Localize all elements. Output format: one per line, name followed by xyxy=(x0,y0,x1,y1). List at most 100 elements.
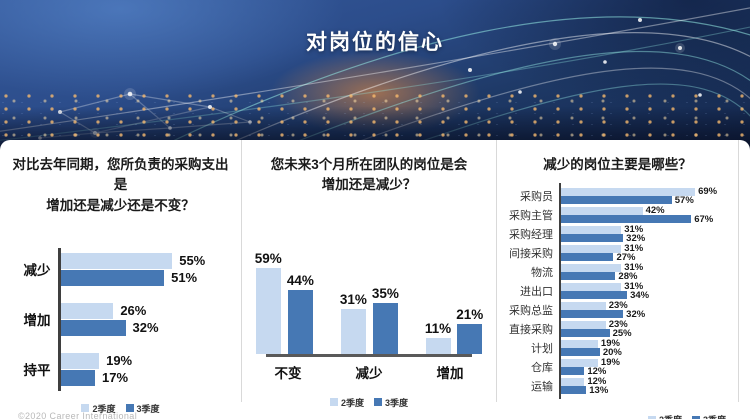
legend-swatch-q2 xyxy=(81,404,90,413)
value-label: 59% xyxy=(254,250,282,266)
chart-columns: 对比去年同期，您所负责的采购支出是 增加还是减少还是不变？ 减少 55% 51% 增加… xyxy=(0,140,750,419)
bar-q3 xyxy=(561,196,672,205)
chart-title: 您未来3个月所在团队的岗位是会 增加还是减少？ xyxy=(270,157,468,193)
value-label: 28% xyxy=(618,270,638,282)
value-label: 32% xyxy=(132,320,159,336)
banner-title: 对岗位的信心 xyxy=(306,31,444,54)
bar-column: 59% xyxy=(255,251,282,354)
category-label: 持平 xyxy=(23,363,51,379)
bar-line: 69% xyxy=(561,186,732,197)
value-label: 31% xyxy=(624,281,644,292)
legend-item: 3季度 xyxy=(691,413,726,419)
value-label: 57% xyxy=(674,194,694,206)
bar-area: 19% 20% xyxy=(559,339,732,357)
bar-group: 直接采购 23% 25% xyxy=(501,320,732,338)
bar-line: 57% xyxy=(561,194,732,206)
y-axis-line xyxy=(559,183,561,399)
banner-image: 对岗位的信心 xyxy=(0,0,750,150)
x-axis-labels: 不变 减少 增加 xyxy=(242,362,496,382)
value-label: 26% xyxy=(120,303,147,319)
bar-q2 xyxy=(561,282,622,291)
category-label: 运输 xyxy=(531,381,553,393)
value-label: 23% xyxy=(608,300,628,311)
value-label: 32% xyxy=(626,308,646,320)
value-label: 19% xyxy=(600,338,620,349)
value-label: 25% xyxy=(612,327,632,339)
chart-title: 对比去年同期，您所负责的采购支出是 增加还是减少还是不变？ xyxy=(12,157,229,213)
bar-q2 xyxy=(561,187,696,196)
bar-q3 xyxy=(60,369,96,386)
value-label: 20% xyxy=(602,346,622,358)
value-label: 44% xyxy=(286,272,314,288)
value-label: 69% xyxy=(698,186,718,197)
bar-line: 31% xyxy=(561,243,732,254)
bar-line: 34% xyxy=(561,290,732,300)
bar-q2 xyxy=(561,358,598,367)
value-label: 31% xyxy=(339,291,367,307)
bar-column: 35% xyxy=(372,286,399,354)
bar-q3 xyxy=(457,323,483,354)
value-label: 17% xyxy=(102,370,129,386)
bar-q3 xyxy=(561,234,624,243)
legend-item: 2季度 xyxy=(81,402,116,415)
bar-q3 xyxy=(561,272,616,281)
value-label: 51% xyxy=(171,270,198,286)
value-label: 19% xyxy=(600,357,620,368)
bar-line: 55% xyxy=(60,252,224,269)
legend-label: 3季度 xyxy=(136,403,160,414)
bar-q2 xyxy=(561,377,585,386)
bar-line: 28% xyxy=(561,270,732,282)
bar-column: 21% xyxy=(456,307,483,354)
bar-group: 持平 19% 17% xyxy=(16,352,231,387)
bar-group: 物流 31% 28% xyxy=(501,263,732,281)
bar-group: 11% 21% xyxy=(425,307,483,354)
legend-swatch-q2 xyxy=(647,415,656,419)
bar-q2 xyxy=(561,206,643,215)
bar-q2 xyxy=(60,352,100,369)
category-label: 采购经理 xyxy=(509,229,553,241)
value-label: 12% xyxy=(587,376,607,387)
value-label: 13% xyxy=(589,384,609,396)
bar-column: 31% xyxy=(340,292,367,354)
bar-group: 运输 12% 13% xyxy=(501,377,732,395)
value-label: 31% xyxy=(624,243,644,254)
bar-line: 67% xyxy=(561,214,732,224)
legend-swatch-q3 xyxy=(125,404,134,413)
bar-area: 42% 67% xyxy=(559,206,732,224)
bar-line: 19% xyxy=(60,352,224,369)
bar-group: 31% 35% xyxy=(340,286,399,354)
bar-q3 xyxy=(561,329,610,338)
legend-item: 2季度 xyxy=(329,396,364,409)
value-label: 11% xyxy=(424,320,452,336)
value-label: 21% xyxy=(456,306,484,322)
bar-area: 19% 17% xyxy=(58,352,231,387)
bar-group: 间接采购 31% 27% xyxy=(501,244,732,262)
bar-q2 xyxy=(561,301,606,310)
bar-area: 23% 25% xyxy=(559,320,732,338)
bar-line: 23% xyxy=(561,300,732,311)
legend-swatch-q2 xyxy=(329,398,338,406)
bar-q2 xyxy=(255,267,281,354)
bar-chart-horizontal: 减少 55% 51% 增加 26% 32% 持平 19% 17% xyxy=(16,247,231,391)
bar-column: 11% xyxy=(425,321,451,354)
bar-line: 27% xyxy=(561,252,732,262)
bar-group: 采购员 69% 57% xyxy=(501,187,732,205)
value-label: 12% xyxy=(587,365,607,377)
category-label: 直接采购 xyxy=(509,324,553,336)
bar-area: 26% 32% xyxy=(58,302,231,337)
value-label: 32% xyxy=(626,232,646,244)
bar-line: 32% xyxy=(60,319,224,336)
chart-title: 减少的岗位主要是哪些？ xyxy=(543,157,692,172)
bar-group: 增加 26% 32% xyxy=(16,302,231,337)
category-label: 采购总监 xyxy=(509,305,553,317)
bar-area: 69% 57% xyxy=(559,187,732,205)
bar-line: 42% xyxy=(561,206,732,215)
legend-label: 3季度 xyxy=(385,397,409,408)
bar-line: 31% xyxy=(561,224,732,235)
bar-group: 59% 44% xyxy=(255,251,314,354)
chart-legend: 2季度 3季度 xyxy=(0,402,241,415)
value-label: 31% xyxy=(624,224,644,235)
bar-q3 xyxy=(372,302,398,354)
category-label: 减少 xyxy=(355,365,383,381)
bar-q3 xyxy=(561,367,585,376)
